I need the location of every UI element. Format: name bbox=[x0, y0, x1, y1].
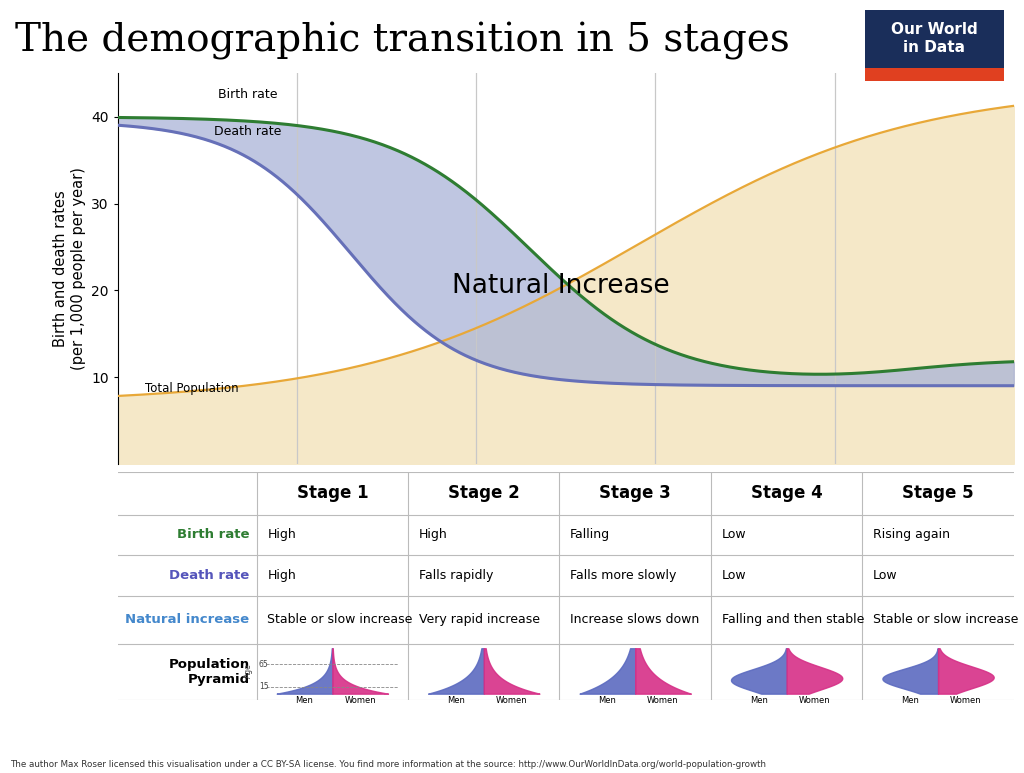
Text: Stage 5: Stage 5 bbox=[902, 484, 974, 502]
Text: Falls more slowly: Falls more slowly bbox=[570, 569, 677, 582]
Text: Low: Low bbox=[722, 569, 746, 582]
Text: High: High bbox=[267, 569, 296, 582]
Text: Stage 2: Stage 2 bbox=[447, 484, 519, 502]
Text: Increase slows down: Increase slows down bbox=[570, 613, 699, 626]
Text: Population
Pyramid: Population Pyramid bbox=[168, 658, 250, 686]
Bar bbox=[865, 68, 1004, 81]
Text: Death rate: Death rate bbox=[214, 125, 282, 138]
Text: Stage 3: Stage 3 bbox=[599, 484, 671, 502]
Text: Falls rapidly: Falls rapidly bbox=[419, 569, 494, 582]
Text: Men: Men bbox=[447, 696, 465, 705]
Text: The demographic transition in 5 stages: The demographic transition in 5 stages bbox=[15, 22, 791, 60]
Text: Women: Women bbox=[799, 696, 830, 705]
Text: Natural increase: Natural increase bbox=[125, 613, 250, 626]
Text: Women: Women bbox=[496, 696, 527, 705]
Bar bbox=[865, 10, 1004, 68]
Text: Low: Low bbox=[873, 569, 898, 582]
Text: Stable or slow increase: Stable or slow increase bbox=[267, 613, 413, 626]
Text: Men: Men bbox=[296, 696, 313, 705]
Text: Women: Women bbox=[344, 696, 376, 705]
Text: 15: 15 bbox=[259, 683, 268, 691]
Text: High: High bbox=[267, 528, 296, 541]
Text: Birth rate: Birth rate bbox=[177, 528, 250, 541]
Text: The author Max Roser licensed this visualisation under a CC BY-SA license. You f: The author Max Roser licensed this visua… bbox=[10, 760, 766, 769]
Text: Low: Low bbox=[722, 528, 746, 541]
Text: Women: Women bbox=[647, 696, 679, 705]
Text: Stage 1: Stage 1 bbox=[297, 484, 369, 502]
Text: in Data: in Data bbox=[903, 40, 966, 55]
Text: Birth rate: Birth rate bbox=[218, 88, 278, 101]
Text: Total Population: Total Population bbox=[144, 382, 239, 395]
Text: Our World: Our World bbox=[891, 22, 978, 37]
Text: Rising again: Rising again bbox=[873, 528, 950, 541]
Text: Stage 4: Stage 4 bbox=[751, 484, 822, 502]
Text: Men: Men bbox=[750, 696, 768, 705]
Text: Falling and then stable: Falling and then stable bbox=[722, 613, 864, 626]
Text: Men: Men bbox=[598, 696, 616, 705]
Text: Falling: Falling bbox=[570, 528, 610, 541]
Text: Stable or slow increase: Stable or slow increase bbox=[873, 613, 1019, 626]
Y-axis label: Birth and death rates
(per 1,000 people per year): Birth and death rates (per 1,000 people … bbox=[53, 167, 86, 370]
Text: Very rapid increase: Very rapid increase bbox=[419, 613, 540, 626]
Text: Men: Men bbox=[901, 696, 920, 705]
Text: Age: Age bbox=[245, 663, 253, 679]
Text: Death rate: Death rate bbox=[169, 569, 250, 582]
Text: High: High bbox=[419, 528, 447, 541]
Text: Women: Women bbox=[950, 696, 982, 705]
Text: 65: 65 bbox=[259, 659, 268, 669]
Text: Natural Increase: Natural Increase bbox=[453, 273, 670, 299]
